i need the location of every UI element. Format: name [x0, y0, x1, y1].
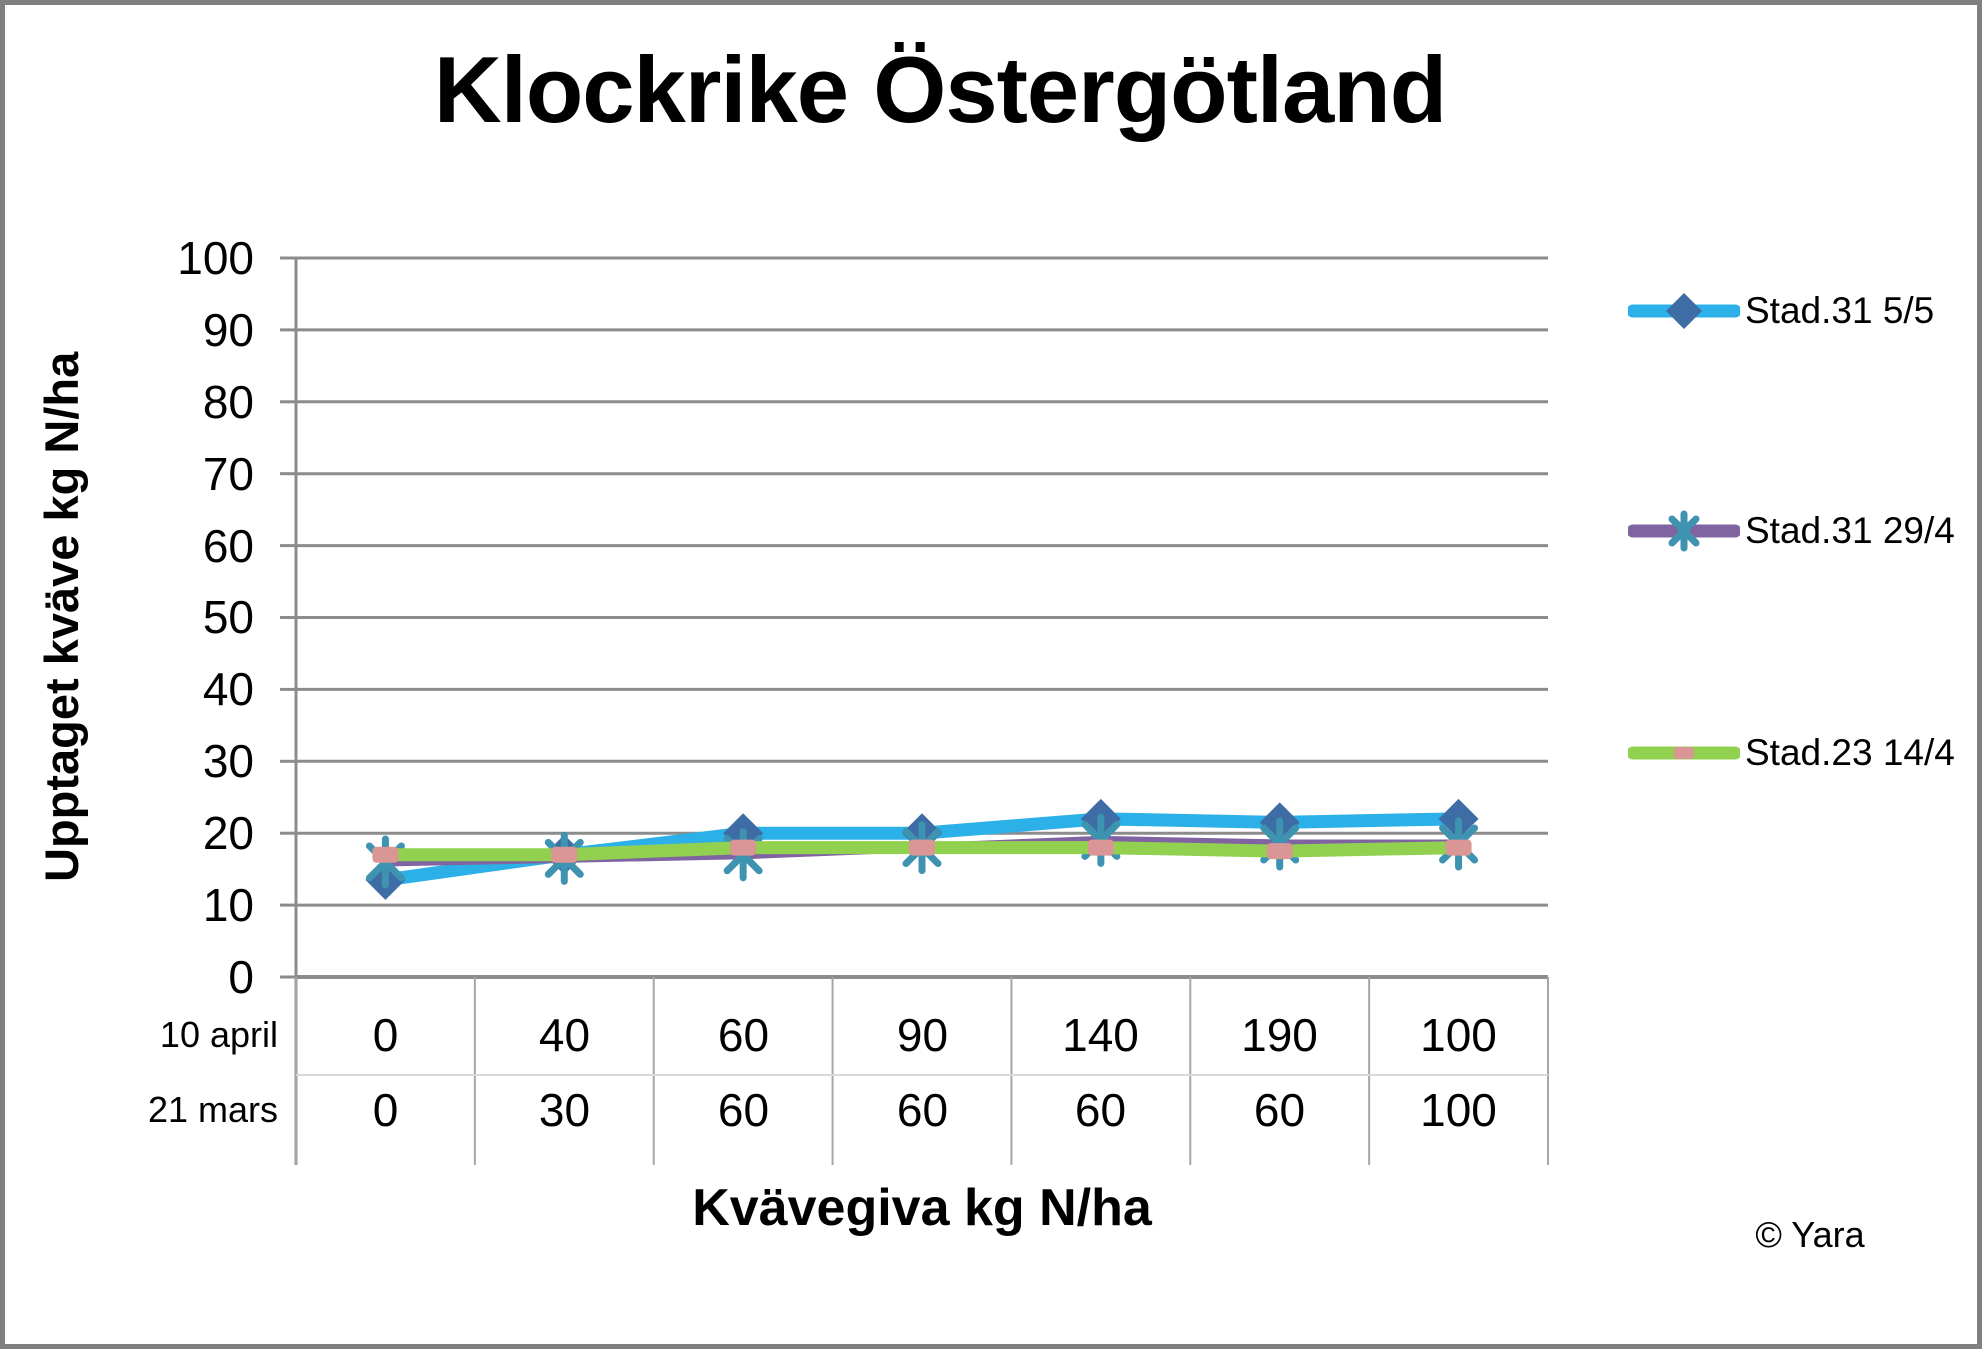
x-axis-title: Kvävegiva kg N/ha — [692, 1179, 1152, 1237]
chart-title: Klockrike Östergötland — [433, 37, 1447, 142]
legend-item: Stad.31 5/5 — [1628, 289, 1934, 333]
legend-line-asterisk-icon — [1628, 510, 1740, 552]
y-tick-label: 90 — [202, 304, 254, 356]
y-tick-label: 0 — [228, 951, 254, 1003]
data-point-square — [1445, 839, 1472, 856]
data-point-square — [730, 839, 757, 856]
data-point-square — [1266, 843, 1293, 860]
y-tick-label: 70 — [202, 448, 254, 500]
y-tick-label: 40 — [202, 663, 254, 715]
y-tick-label: 50 — [202, 591, 254, 643]
x-table-cell: 140 — [1062, 1009, 1139, 1061]
copyright-text: © Yara — [1755, 1214, 1865, 1255]
x-table-row-label: 10 april — [159, 1014, 278, 1055]
data-point-square — [1087, 839, 1114, 856]
legend-item-label: Stad.23 14/4 — [1745, 732, 1955, 773]
x-table-cell: 100 — [1420, 1009, 1497, 1061]
x-table-cell: 60 — [1074, 1084, 1127, 1136]
legend-item-label: Stad.31 5/5 — [1745, 290, 1935, 331]
legend-item: Stad.31 29/4 — [1628, 509, 1955, 553]
x-table-cell: 30 — [538, 1084, 591, 1136]
x-table-cell: 40 — [538, 1009, 591, 1061]
y-tick-label: 10 — [202, 879, 254, 931]
x-table-cell: 90 — [896, 1009, 949, 1061]
y-tick-label: 100 — [177, 232, 254, 284]
x-table-cell: 0 — [372, 1009, 399, 1061]
x-table-row-label: 21 mars — [147, 1089, 278, 1130]
legend-item: Stad.23 14/4 — [1628, 731, 1955, 775]
x-table-cell: 60 — [717, 1084, 770, 1136]
legend-item-label: Stad.31 29/4 — [1745, 510, 1955, 551]
data-point-square — [909, 839, 935, 856]
legend-line-diamond-icon — [1628, 293, 1740, 329]
x-table-cell: 60 — [896, 1084, 949, 1136]
x-table-cell: 100 — [1420, 1084, 1497, 1136]
data-point-square — [551, 846, 578, 863]
y-tick-label: 60 — [202, 520, 254, 572]
legend-line-square-icon — [1628, 746, 1740, 760]
x-table-cell: 0 — [372, 1084, 399, 1136]
x-table-cell: 190 — [1241, 1009, 1318, 1061]
y-tick-label: 30 — [202, 735, 254, 787]
x-table-cell: 60 — [717, 1009, 770, 1061]
y-tick-label: 80 — [202, 376, 254, 428]
data-point-square — [372, 846, 399, 863]
y-tick-label: 20 — [202, 807, 254, 859]
x-table-cell: 60 — [1253, 1084, 1306, 1136]
